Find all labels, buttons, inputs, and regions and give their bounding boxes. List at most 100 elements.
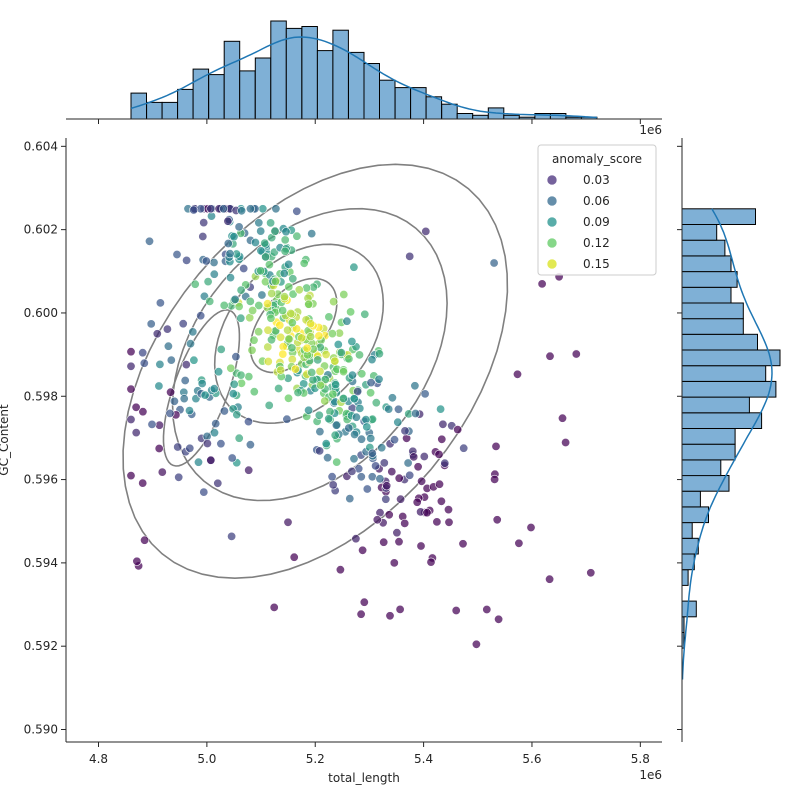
scatter-panel: 4.8 5.0 5.2 5.4 5.6 5.8 0.5900.5920.5940.5960… bbox=[0, 138, 662, 785]
scatter-point bbox=[182, 255, 192, 265]
scatter-point bbox=[260, 238, 270, 248]
top-histogram-bar bbox=[316, 50, 334, 120]
scatter-point bbox=[225, 249, 235, 259]
scatter-point bbox=[283, 325, 293, 335]
top-histogram-bar bbox=[192, 68, 210, 120]
scatter-point bbox=[421, 226, 431, 236]
scatter-point bbox=[342, 316, 352, 326]
top-histogram-bar bbox=[177, 88, 194, 120]
scatter-point bbox=[249, 335, 259, 345]
scatter-point bbox=[366, 388, 376, 398]
top-histogram-bar bbox=[441, 103, 458, 120]
scatter-point bbox=[327, 329, 337, 339]
scatter-point bbox=[436, 404, 446, 414]
scatter-point bbox=[267, 288, 277, 298]
scatter-point bbox=[287, 318, 297, 328]
scatter-point bbox=[138, 478, 148, 488]
scatter-point bbox=[413, 462, 423, 472]
scatter-point bbox=[374, 349, 384, 359]
right-histogram-bar bbox=[681, 286, 732, 304]
scatter-point bbox=[157, 467, 167, 477]
right-histogram-bar bbox=[681, 349, 781, 367]
scatter-point bbox=[360, 309, 370, 319]
scatter-point bbox=[299, 258, 309, 268]
top-histogram-bars bbox=[130, 20, 598, 120]
right-histogram-bar bbox=[681, 600, 697, 618]
right-histogram-bar bbox=[681, 271, 738, 288]
scatter-point bbox=[545, 351, 555, 361]
scatter-point bbox=[315, 446, 325, 456]
scatter-point bbox=[234, 433, 244, 443]
scatter-point bbox=[247, 345, 257, 355]
right-histogram-bar bbox=[681, 428, 736, 445]
scatter-point bbox=[339, 289, 349, 299]
scatter-point bbox=[557, 413, 567, 423]
scatter-point bbox=[162, 324, 172, 334]
scatter-point bbox=[270, 226, 280, 236]
scatter-point bbox=[338, 393, 348, 403]
right-kde-curve bbox=[681, 208, 773, 680]
top-marginal-ticks bbox=[98, 119, 641, 124]
scatter-point bbox=[351, 412, 361, 422]
scatter-point bbox=[261, 252, 271, 262]
scatter-point bbox=[165, 408, 175, 418]
scatter-point bbox=[396, 494, 406, 504]
scatter-point bbox=[256, 266, 266, 276]
scatter-point bbox=[256, 246, 266, 256]
scatter-point bbox=[287, 343, 297, 353]
scatter-point bbox=[155, 420, 165, 430]
x-tick-label: 5.8 bbox=[631, 752, 650, 766]
top-histogram-bar bbox=[394, 87, 412, 120]
scatter-point bbox=[379, 458, 389, 468]
scatter-point bbox=[338, 367, 348, 377]
scatter-point bbox=[392, 528, 402, 538]
scatter-point bbox=[275, 320, 285, 330]
scatter-point bbox=[281, 227, 291, 237]
scatter-point bbox=[284, 282, 294, 292]
scatter-point bbox=[185, 443, 195, 453]
scatter-point bbox=[250, 238, 260, 248]
scatter-point bbox=[324, 414, 334, 424]
scatter-point bbox=[320, 396, 330, 406]
scatter-point bbox=[236, 313, 246, 323]
scatter-point bbox=[330, 356, 340, 366]
scatter-point bbox=[329, 297, 339, 307]
top-offset-label: 1e6 bbox=[639, 123, 662, 137]
scatter-point bbox=[444, 517, 454, 527]
scatter-point bbox=[458, 539, 468, 549]
scatter-point bbox=[228, 389, 238, 399]
scatter-point bbox=[209, 269, 219, 279]
scatter-point bbox=[490, 474, 500, 484]
legend-marker bbox=[546, 174, 558, 186]
scatter-point bbox=[198, 232, 208, 242]
scatter-point bbox=[284, 259, 294, 269]
scatter-point bbox=[354, 350, 364, 360]
scatter-point bbox=[315, 427, 325, 437]
scatter-point bbox=[249, 387, 259, 397]
scatter-point bbox=[131, 428, 141, 438]
scatter-point bbox=[219, 406, 229, 416]
scatter-point bbox=[367, 355, 377, 365]
scatter-point bbox=[219, 300, 229, 310]
scatter-point bbox=[230, 294, 240, 304]
scatter-point bbox=[276, 365, 286, 375]
scatter-point bbox=[229, 232, 239, 242]
scatter-point bbox=[248, 305, 258, 315]
scatter-point bbox=[227, 531, 237, 541]
scatter-point bbox=[332, 457, 342, 467]
scatter-point bbox=[292, 231, 302, 241]
scatter-point bbox=[284, 334, 294, 344]
scatter-point bbox=[173, 442, 183, 452]
legend-label: 0.09 bbox=[583, 215, 610, 229]
scatter-point bbox=[226, 363, 236, 373]
scatter-point bbox=[393, 417, 403, 427]
scatter-point bbox=[432, 517, 442, 527]
scatter-point bbox=[355, 403, 365, 413]
scatter-point bbox=[294, 285, 304, 295]
scatter-point bbox=[417, 476, 427, 486]
scatter-point bbox=[266, 335, 276, 345]
right-histogram-bar bbox=[681, 333, 758, 351]
scatter-point bbox=[155, 359, 165, 369]
scatter-points bbox=[126, 204, 596, 649]
